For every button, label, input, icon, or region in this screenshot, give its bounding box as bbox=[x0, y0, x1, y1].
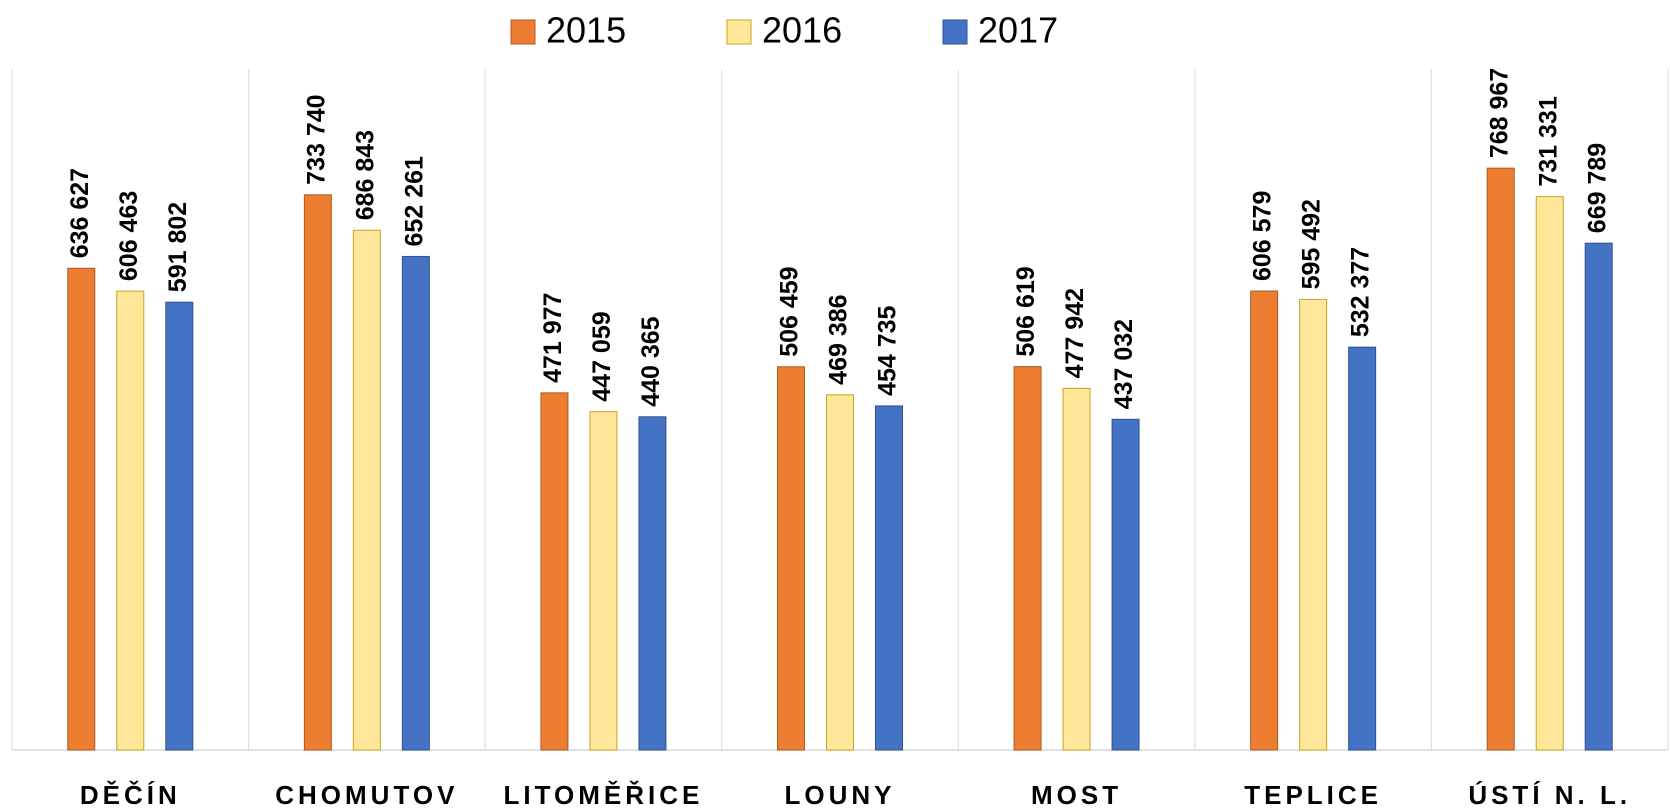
bar bbox=[777, 366, 805, 751]
data-label: 506 459 bbox=[776, 266, 804, 356]
data-label: 636 627 bbox=[66, 168, 94, 258]
bar bbox=[1535, 196, 1564, 751]
data-label: 669 789 bbox=[1583, 143, 1611, 233]
legend-swatch bbox=[942, 19, 968, 45]
bar bbox=[1584, 242, 1613, 751]
bar bbox=[589, 411, 618, 751]
bar bbox=[1062, 387, 1091, 751]
data-label: 768 967 bbox=[1485, 68, 1513, 158]
legend-label: 2016 bbox=[762, 10, 842, 51]
bar bbox=[826, 394, 854, 751]
bar bbox=[1348, 346, 1377, 751]
data-label: 591 802 bbox=[164, 202, 192, 292]
data-label: 606 463 bbox=[115, 191, 143, 281]
data-label: 454 735 bbox=[874, 305, 902, 395]
x-tick-label: TEPLICE bbox=[1244, 780, 1382, 810]
x-tick-label: LITOMĚŘICE bbox=[503, 780, 703, 810]
data-label: 606 579 bbox=[1249, 191, 1277, 281]
data-label: 733 740 bbox=[302, 94, 330, 184]
legend-swatch bbox=[510, 19, 536, 45]
bar bbox=[540, 392, 569, 751]
legend-swatch bbox=[726, 19, 752, 45]
bar bbox=[67, 267, 96, 751]
bar bbox=[1486, 167, 1515, 751]
data-label: 506 619 bbox=[1012, 266, 1040, 356]
bar bbox=[1250, 290, 1279, 751]
bar bbox=[875, 405, 903, 751]
data-label: 471 977 bbox=[539, 292, 567, 382]
legend-label: 2017 bbox=[978, 10, 1058, 51]
data-label: 447 059 bbox=[588, 311, 616, 401]
data-label: 477 942 bbox=[1061, 288, 1089, 378]
data-label: 469 386 bbox=[825, 294, 853, 384]
bar bbox=[1299, 298, 1328, 751]
data-label: 686 843 bbox=[351, 130, 379, 220]
data-label: 652 261 bbox=[400, 156, 428, 246]
data-label: 437 032 bbox=[1110, 319, 1138, 409]
legend-label: 2015 bbox=[546, 10, 626, 51]
bar bbox=[165, 301, 194, 751]
data-label: 440 365 bbox=[637, 316, 665, 406]
data-label: 532 377 bbox=[1347, 247, 1375, 337]
bar bbox=[1013, 366, 1042, 751]
bar bbox=[116, 290, 145, 751]
bar bbox=[303, 194, 332, 751]
bar bbox=[401, 255, 430, 751]
bar bbox=[638, 416, 667, 751]
data-label: 731 331 bbox=[1534, 96, 1562, 186]
x-tick-label: LOUNY bbox=[785, 780, 896, 810]
data-label: 595 492 bbox=[1298, 199, 1326, 289]
x-tick-label: MOST bbox=[1031, 780, 1122, 810]
x-tick-label: DĚČÍN bbox=[80, 780, 181, 810]
x-tick-label: ÚSTÍ N. L. bbox=[1468, 780, 1631, 810]
bar bbox=[1111, 418, 1140, 751]
x-tick-label: CHOMUTOV bbox=[275, 780, 458, 810]
bar bbox=[352, 229, 381, 751]
